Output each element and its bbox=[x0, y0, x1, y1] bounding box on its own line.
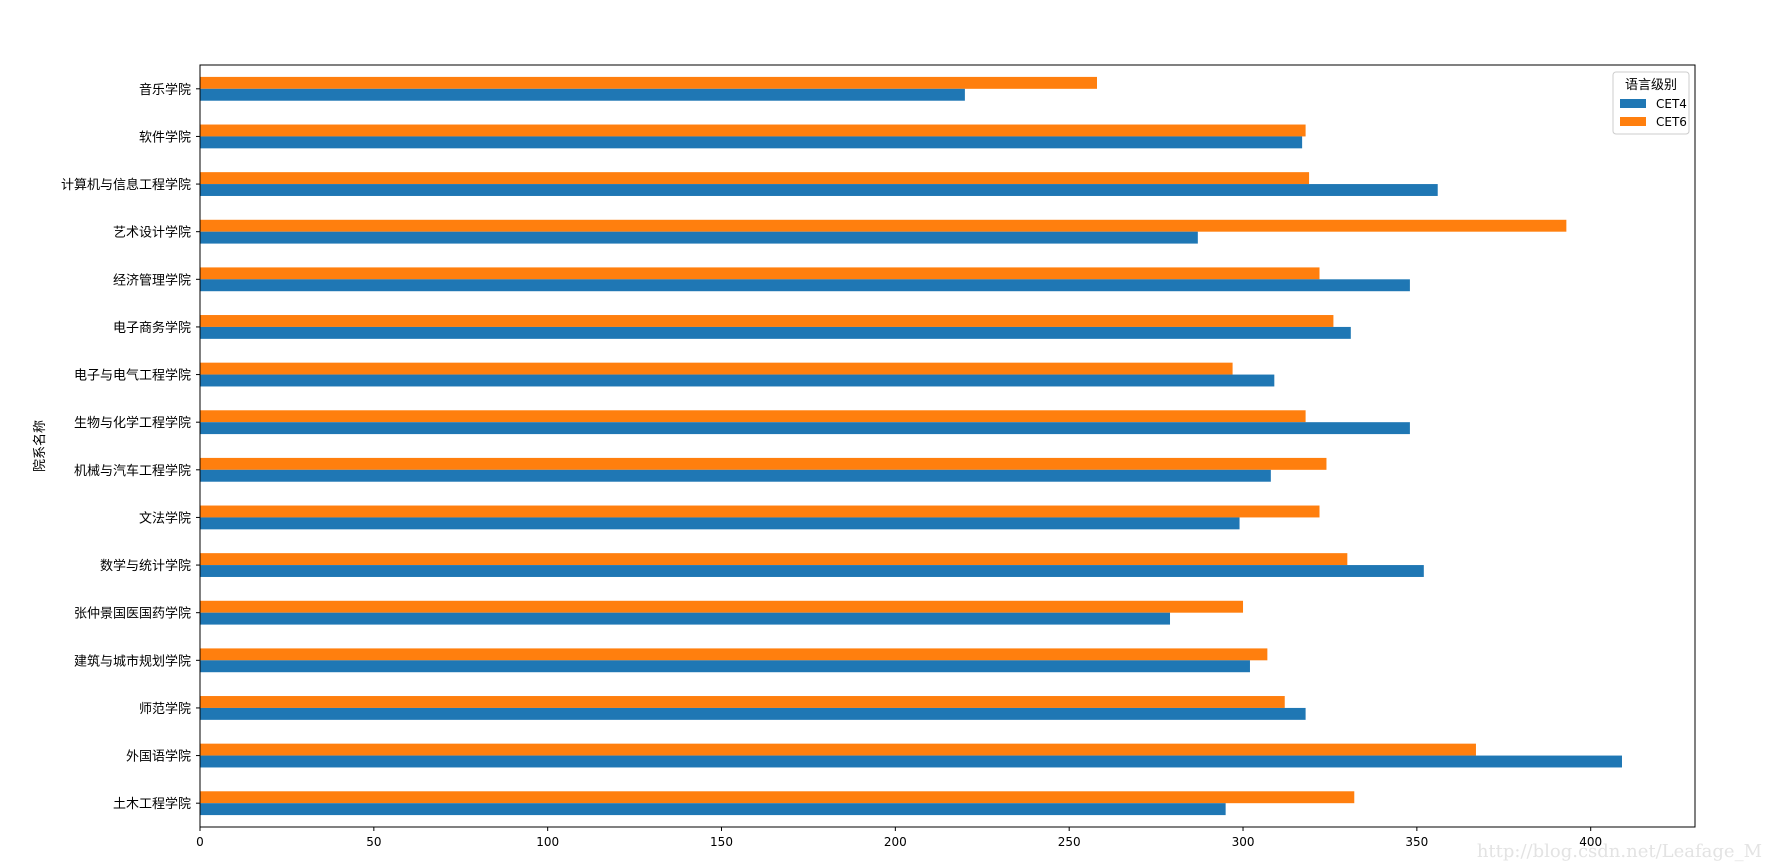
bar-cet6 bbox=[200, 362, 1233, 375]
bar-cet6 bbox=[200, 124, 1306, 137]
bar-cet6 bbox=[200, 553, 1348, 566]
y-tick-label: 经济管理学院 bbox=[113, 272, 191, 288]
bar-cet4 bbox=[200, 184, 1438, 196]
bar-cet4 bbox=[200, 517, 1240, 530]
plot-frame bbox=[199, 64, 1696, 828]
ticks-layer: 0 50 100 150 200 250 300 350 400 bbox=[196, 88, 1602, 849]
bar-cet6 bbox=[200, 315, 1334, 327]
bar-cet4 bbox=[200, 326, 1351, 339]
y-tick-label: 艺术设计学院 bbox=[113, 225, 191, 241]
bar-cet4 bbox=[200, 565, 1424, 577]
y-tick-label: 文法学院 bbox=[139, 510, 191, 526]
bar-cet4 bbox=[200, 660, 1250, 673]
bar-cet6 bbox=[200, 743, 1476, 756]
x-tick-label: 300 bbox=[1232, 835, 1255, 849]
bar-cet6 bbox=[200, 267, 1320, 280]
bar-cet6 bbox=[200, 505, 1320, 518]
bar-cet4 bbox=[200, 279, 1410, 292]
y-tick-label: 师范学院 bbox=[139, 701, 191, 717]
x-tick-label: 100 bbox=[536, 835, 559, 849]
bars-layer bbox=[200, 76, 1622, 816]
x-tick-label: 400 bbox=[1579, 835, 1602, 849]
y-tick-label: 软件学院 bbox=[139, 129, 191, 145]
bar-cet6 bbox=[200, 219, 1567, 232]
bar-cet6 bbox=[200, 410, 1306, 423]
y-tick-label: 建筑与城市规划学院 bbox=[74, 653, 191, 669]
bar-cet4 bbox=[200, 374, 1275, 387]
x-tick-label: 50 bbox=[366, 835, 381, 849]
bar-cet4 bbox=[200, 136, 1303, 149]
bar-cet4 bbox=[200, 755, 1622, 768]
bar-cet4 bbox=[200, 422, 1410, 435]
bar-cet6 bbox=[200, 648, 1268, 661]
bar-cet6 bbox=[200, 76, 1097, 89]
bar-cet6 bbox=[200, 696, 1285, 708]
y-tick-label: 音乐学院 bbox=[139, 82, 191, 98]
legend-swatch-cet4 bbox=[1620, 99, 1646, 108]
y-tick-label: 土木工程学院 bbox=[113, 796, 191, 812]
bar-cet4 bbox=[200, 231, 1198, 244]
y-tick-label: 张仲景国医国药学院 bbox=[74, 606, 191, 622]
y-tick-label: 电子与电气工程学院 bbox=[74, 368, 191, 384]
bar-cet4 bbox=[200, 88, 965, 101]
x-tick-label: 150 bbox=[710, 835, 733, 849]
y-axis-title: 院系名称 bbox=[32, 420, 48, 472]
bar-cet6 bbox=[200, 600, 1244, 613]
bar-cet4 bbox=[200, 707, 1306, 720]
bar-cet4 bbox=[200, 803, 1226, 816]
y-tick-label: 电子商务学院 bbox=[113, 320, 191, 336]
legend-swatch-cet6 bbox=[1620, 117, 1646, 126]
bar-cet6 bbox=[200, 457, 1327, 470]
bar-cet4 bbox=[200, 612, 1171, 625]
x-tick-label: 350 bbox=[1405, 835, 1428, 849]
y-tick-label: 外国语学院 bbox=[126, 749, 191, 765]
y-tick-label: 机械与汽车工程学院 bbox=[74, 463, 191, 479]
x-tick-label: 250 bbox=[1058, 835, 1081, 849]
legend-title: 语言级别 bbox=[1625, 78, 1677, 93]
y-tick-label: 计算机与信息工程学院 bbox=[61, 177, 191, 193]
bar-cet6 bbox=[200, 791, 1355, 804]
legend: 语言级别 CET4 CET6 bbox=[1612, 71, 1690, 135]
bar-cet6 bbox=[200, 172, 1310, 185]
legend-label-cet4: CET4 bbox=[1656, 97, 1687, 111]
legend-label-cet6: CET6 bbox=[1656, 115, 1687, 129]
x-tick-label: 200 bbox=[884, 835, 907, 849]
x-tick-label: 0 bbox=[196, 835, 204, 849]
watermark: http://blog.csdn.net/Leafage_M bbox=[1477, 841, 1762, 862]
y-tick-label: 生物与化学工程学院 bbox=[74, 415, 191, 431]
bar-cet4 bbox=[200, 469, 1271, 482]
y-tick-label: 数学与统计学院 bbox=[100, 558, 191, 574]
